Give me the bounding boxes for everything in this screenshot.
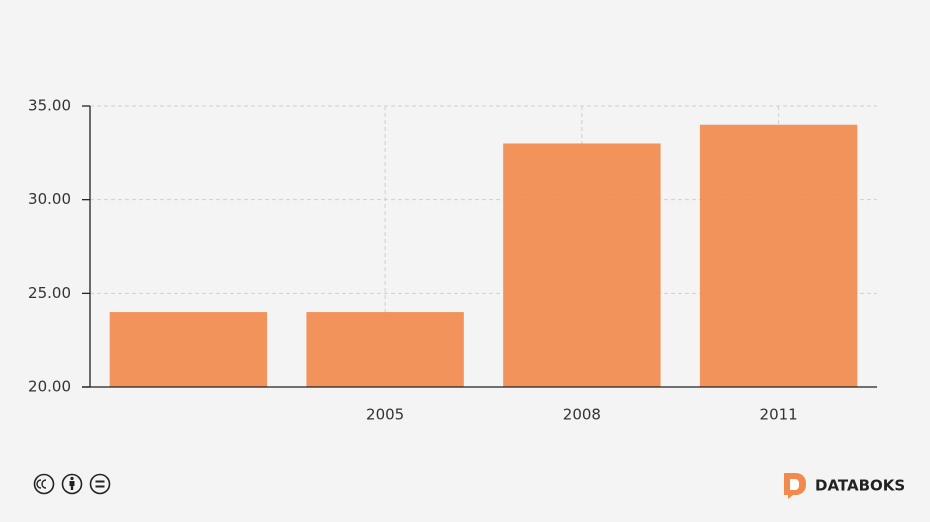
y-tick-label: 30.00 [28, 190, 71, 208]
y-tick-label: 25.00 [28, 284, 71, 302]
brand-name: DATABOKS [815, 477, 905, 495]
bar [699, 124, 858, 387]
bar [306, 312, 464, 387]
license-icons [33, 473, 111, 495]
bar [503, 143, 661, 387]
x-tick-label: 2011 [760, 406, 798, 424]
x-tick-label: 2005 [366, 406, 404, 424]
brand-logo [784, 473, 806, 499]
y-tick-label: 35.00 [28, 97, 71, 115]
y-tick-label: 20.00 [28, 378, 71, 396]
x-tick-label: 2008 [563, 406, 601, 424]
bar [109, 312, 268, 387]
